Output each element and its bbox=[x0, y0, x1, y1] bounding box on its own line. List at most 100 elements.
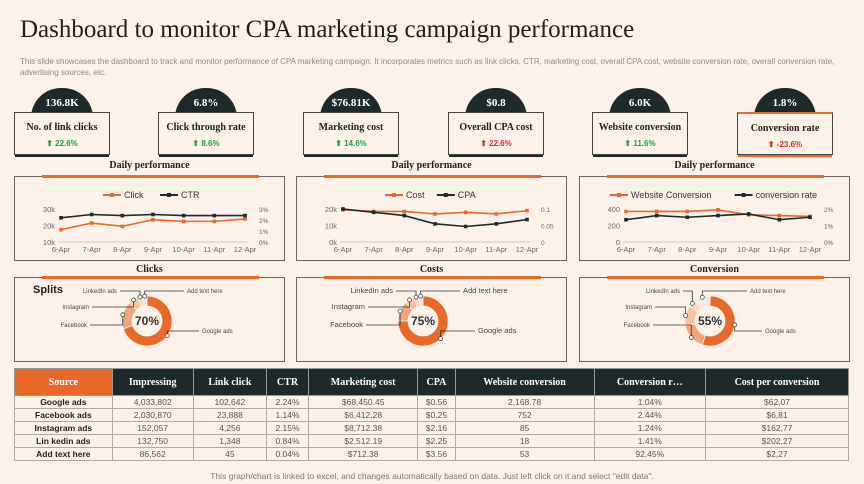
table-cell: $6,81 bbox=[704, 408, 850, 422]
footer-note: This graph/chart is linked to excel, and… bbox=[210, 471, 654, 481]
column-header[interactable]: Website conversion bbox=[454, 368, 595, 396]
donut-label: LinkedIn ads bbox=[350, 286, 393, 295]
y-tick-right: 0.05 bbox=[541, 224, 554, 231]
column-header[interactable]: Impressing bbox=[111, 368, 194, 396]
kpi-label: No. of link clicks bbox=[26, 122, 98, 133]
column-header[interactable]: CTR bbox=[266, 368, 309, 396]
column-header[interactable]: Conversion r… bbox=[593, 368, 706, 396]
costs-line-chart[interactable]: Cost CPA 20k 10k 0k 0.1 0.05 0 6-Apr 7-Apr 8-Apr 9-… bbox=[296, 175, 567, 261]
data-point bbox=[212, 219, 217, 224]
table-cell: Facebook ads bbox=[14, 408, 113, 422]
table-cell: 4,256 bbox=[192, 421, 268, 435]
data-point bbox=[654, 213, 659, 218]
kpi-card: Click through rate ⬆ 8.6% bbox=[158, 112, 254, 155]
clicks-donut-chart[interactable]: Splits 70% Google ads Facebook Instagram Lin… bbox=[14, 276, 285, 362]
column-header[interactable]: Link click bbox=[192, 368, 268, 396]
y-tick-left: 10k bbox=[43, 238, 55, 247]
leader-line bbox=[90, 314, 124, 326]
legend-marker bbox=[167, 193, 171, 197]
table-cell: $6,412.28 bbox=[307, 408, 419, 422]
x-tick: 6-Apr bbox=[334, 245, 353, 254]
data-point bbox=[463, 224, 468, 229]
source-table: Source Impressing Link click CTR Marketing c… bbox=[14, 368, 850, 461]
table-cell: $202,27 bbox=[704, 434, 850, 448]
conversion-line-chart[interactable]: Website Conversion conversion rate 400 200 0… bbox=[579, 175, 850, 261]
data-point bbox=[151, 212, 155, 217]
table-cell: 1.24% bbox=[593, 421, 706, 435]
column-header[interactable]: Source bbox=[14, 368, 113, 396]
data-point bbox=[433, 212, 437, 216]
leader-line bbox=[366, 311, 401, 326]
donut-label: Add text here bbox=[750, 289, 786, 295]
leader-line bbox=[653, 324, 692, 338]
table-cell: 752 bbox=[454, 408, 595, 422]
kpi-label: Marketing cost bbox=[318, 122, 384, 133]
donut-label: Add text here bbox=[187, 289, 223, 295]
data-point bbox=[402, 209, 407, 214]
donut-center-value: 70% bbox=[135, 314, 159, 328]
x-tick: 7-Apr bbox=[364, 245, 383, 254]
leader-dot bbox=[142, 293, 147, 299]
y-tick-left: 200 bbox=[607, 222, 620, 231]
splits-label: Splits bbox=[33, 284, 63, 296]
table-cell: 0.84% bbox=[266, 434, 309, 448]
donut-slice bbox=[397, 295, 449, 347]
y-tick-left: 20k bbox=[325, 205, 337, 214]
kpi-card: Website conversion ⬆ 11.6% bbox=[592, 112, 688, 155]
column-header[interactable]: Marketing cost bbox=[307, 368, 419, 396]
y-tick-right: 0% bbox=[824, 240, 834, 247]
x-tick: 10-Apr bbox=[454, 245, 477, 254]
leader-line bbox=[396, 290, 417, 297]
data-point bbox=[341, 207, 345, 211]
leader-dot bbox=[137, 294, 143, 300]
section-title: Costs bbox=[419, 264, 444, 275]
table-cell: 18 bbox=[454, 434, 595, 448]
leader-line bbox=[420, 290, 460, 297]
table-cell: Add text here bbox=[14, 447, 113, 461]
data-point bbox=[746, 212, 751, 216]
leader-dot bbox=[131, 297, 136, 303]
legend-marker bbox=[110, 193, 114, 197]
data-point bbox=[151, 217, 155, 222]
donut-center-value: 75% bbox=[411, 314, 435, 328]
leader-dot bbox=[689, 300, 695, 306]
column-header[interactable]: CPA bbox=[417, 368, 456, 396]
column-header[interactable]: Cost per conversion bbox=[704, 368, 850, 396]
section-title: Clicks bbox=[136, 264, 163, 275]
y-tick-left: 0k bbox=[329, 238, 337, 247]
table-cell: 2.24% bbox=[266, 395, 309, 409]
y-tick-right: 1% bbox=[824, 224, 834, 231]
data-point bbox=[685, 215, 690, 220]
x-tick: 7-Apr bbox=[82, 245, 101, 254]
kpi-change: ⬆ -23.6% bbox=[767, 140, 803, 149]
conversion-donut-chart[interactable]: 55% Google ads Facebook Instagram LinkedIn a… bbox=[579, 276, 850, 362]
section-title: Daily performance bbox=[109, 160, 190, 171]
table-cell: 53 bbox=[454, 447, 595, 461]
table-cell: 102,642 bbox=[192, 395, 268, 409]
table-cell: $68,450.45 bbox=[307, 395, 419, 409]
table-cell: $712.38 bbox=[307, 447, 419, 461]
leader-dot bbox=[418, 293, 423, 299]
costs-donut-chart[interactable]: 75% Google ads Facebook Instagram LinkedIn a… bbox=[296, 276, 567, 362]
donut-slice bbox=[122, 295, 173, 347]
clicks-line-chart[interactable]: Click CTR 30k 20k 10k 3% 2% 1% 0% 6-Apr 7-Apr 8-Apr… bbox=[14, 175, 285, 261]
table-cell: $2,27 bbox=[704, 447, 850, 461]
x-tick: 7-Apr bbox=[647, 245, 666, 254]
table-cell: $8,712.38 bbox=[307, 421, 419, 435]
x-tick: 9-Apr bbox=[144, 245, 163, 254]
donut-label: Facebook bbox=[624, 323, 651, 329]
leader-line bbox=[144, 290, 184, 297]
x-tick: 12-Apr bbox=[799, 245, 822, 254]
section-title: Conversion bbox=[690, 264, 739, 275]
y-tick-right: 0 bbox=[541, 240, 545, 247]
data-point bbox=[59, 216, 63, 220]
table-cell: 132,750 bbox=[111, 434, 194, 448]
data-point bbox=[654, 209, 659, 214]
y-tick-left: 0 bbox=[616, 238, 620, 247]
leader-line bbox=[368, 299, 411, 308]
leader-dot bbox=[407, 297, 412, 303]
kpi-card: Conversion rate ⬆ -23.6% bbox=[737, 112, 833, 155]
data-point bbox=[624, 217, 628, 222]
leader-dot bbox=[732, 322, 738, 328]
donut-label: Google ads bbox=[478, 326, 517, 335]
